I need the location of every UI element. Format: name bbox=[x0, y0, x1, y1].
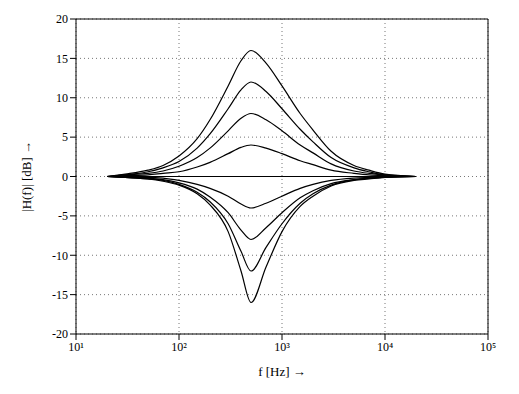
svg-text:f [Hz] →: f [Hz] → bbox=[258, 364, 306, 379]
svg-text:5: 5 bbox=[62, 130, 68, 144]
svg-text:10¹: 10¹ bbox=[68, 340, 84, 354]
svg-text:-20: -20 bbox=[52, 327, 68, 341]
svg-text:10⁴: 10⁴ bbox=[377, 340, 393, 354]
svg-text:-10: -10 bbox=[52, 249, 68, 263]
svg-text:-15: -15 bbox=[52, 288, 68, 302]
svg-text:10: 10 bbox=[56, 91, 68, 105]
svg-text:|H(f)| [dB] →: |H(f)| [dB] → bbox=[19, 141, 34, 212]
svg-text:15: 15 bbox=[56, 52, 68, 66]
svg-text:10³: 10³ bbox=[274, 340, 290, 354]
svg-text:10²: 10² bbox=[171, 340, 187, 354]
svg-text:10⁵: 10⁵ bbox=[480, 340, 496, 354]
svg-text:0: 0 bbox=[62, 170, 68, 184]
svg-text:-5: -5 bbox=[58, 209, 68, 223]
svg-text:20: 20 bbox=[56, 12, 68, 26]
